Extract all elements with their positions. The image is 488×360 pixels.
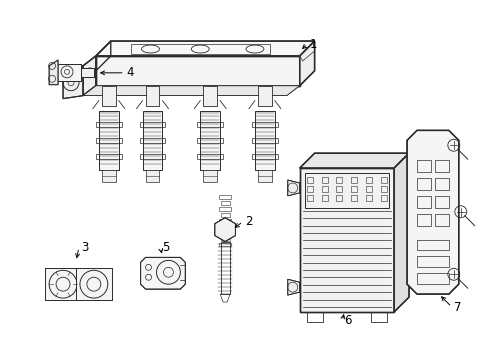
Bar xyxy=(306,195,312,201)
Bar xyxy=(219,243,231,247)
Polygon shape xyxy=(63,66,83,99)
Bar xyxy=(434,178,448,190)
Polygon shape xyxy=(83,86,299,96)
Bar xyxy=(221,237,230,240)
Bar xyxy=(366,177,371,183)
Text: 5: 5 xyxy=(162,241,169,254)
Bar xyxy=(306,186,312,192)
Bar xyxy=(416,239,448,251)
Bar xyxy=(254,111,274,170)
Text: 3: 3 xyxy=(81,241,88,254)
Bar xyxy=(251,122,277,127)
Bar xyxy=(434,196,448,208)
Text: 2: 2 xyxy=(244,215,252,228)
Bar xyxy=(257,86,271,105)
Bar xyxy=(221,242,230,294)
Bar xyxy=(96,154,122,159)
Bar xyxy=(200,111,220,170)
Bar xyxy=(130,44,269,54)
Bar xyxy=(321,186,327,192)
Bar xyxy=(219,219,231,223)
Polygon shape xyxy=(287,180,299,196)
Bar xyxy=(416,196,430,208)
Bar xyxy=(381,195,386,201)
Bar xyxy=(197,138,223,143)
Polygon shape xyxy=(83,56,96,96)
Bar xyxy=(203,170,217,182)
Bar xyxy=(351,186,357,192)
Bar xyxy=(381,186,386,192)
Bar xyxy=(306,177,312,183)
Bar xyxy=(203,86,217,105)
Bar xyxy=(416,178,430,190)
Bar xyxy=(336,177,342,183)
Bar xyxy=(416,160,430,172)
Polygon shape xyxy=(299,41,314,86)
Polygon shape xyxy=(141,257,185,289)
Text: 1: 1 xyxy=(309,37,317,50)
Bar xyxy=(219,231,231,235)
Bar xyxy=(416,256,448,267)
Polygon shape xyxy=(45,268,81,300)
Bar xyxy=(251,138,277,143)
Polygon shape xyxy=(299,168,393,312)
Bar xyxy=(139,122,165,127)
Polygon shape xyxy=(406,130,458,294)
Bar xyxy=(351,195,357,201)
Polygon shape xyxy=(96,41,314,56)
Polygon shape xyxy=(287,279,299,295)
Polygon shape xyxy=(299,153,408,168)
Bar xyxy=(321,195,327,201)
Bar xyxy=(219,195,231,199)
Bar xyxy=(142,111,162,170)
Bar xyxy=(197,154,223,159)
Text: 7: 7 xyxy=(453,301,460,314)
Polygon shape xyxy=(393,153,408,312)
Bar xyxy=(145,170,159,182)
Bar xyxy=(145,86,159,105)
Bar xyxy=(102,170,116,182)
Polygon shape xyxy=(76,268,112,300)
Text: 6: 6 xyxy=(344,314,351,327)
Bar xyxy=(96,122,122,127)
Polygon shape xyxy=(49,60,58,85)
Bar xyxy=(351,177,357,183)
Bar xyxy=(251,154,277,159)
Bar xyxy=(336,195,342,201)
Bar xyxy=(219,207,231,211)
Bar xyxy=(221,201,230,205)
Bar xyxy=(434,214,448,226)
Bar xyxy=(257,170,271,182)
Bar xyxy=(336,186,342,192)
Text: 4: 4 xyxy=(126,66,134,79)
Bar xyxy=(416,214,430,226)
Bar xyxy=(434,160,448,172)
Polygon shape xyxy=(214,218,235,242)
Bar xyxy=(96,138,122,143)
Bar xyxy=(221,213,230,217)
Bar xyxy=(370,312,386,322)
Bar xyxy=(416,273,448,284)
Bar xyxy=(304,173,388,208)
Polygon shape xyxy=(96,56,299,86)
Bar xyxy=(306,312,322,322)
Bar xyxy=(139,138,165,143)
Bar xyxy=(366,186,371,192)
Polygon shape xyxy=(53,64,81,81)
Bar xyxy=(381,177,386,183)
Bar xyxy=(366,195,371,201)
Bar xyxy=(197,122,223,127)
Bar xyxy=(99,111,119,170)
Bar xyxy=(102,86,116,105)
Bar xyxy=(321,177,327,183)
Bar xyxy=(139,154,165,159)
Bar xyxy=(221,225,230,229)
Polygon shape xyxy=(81,68,94,77)
